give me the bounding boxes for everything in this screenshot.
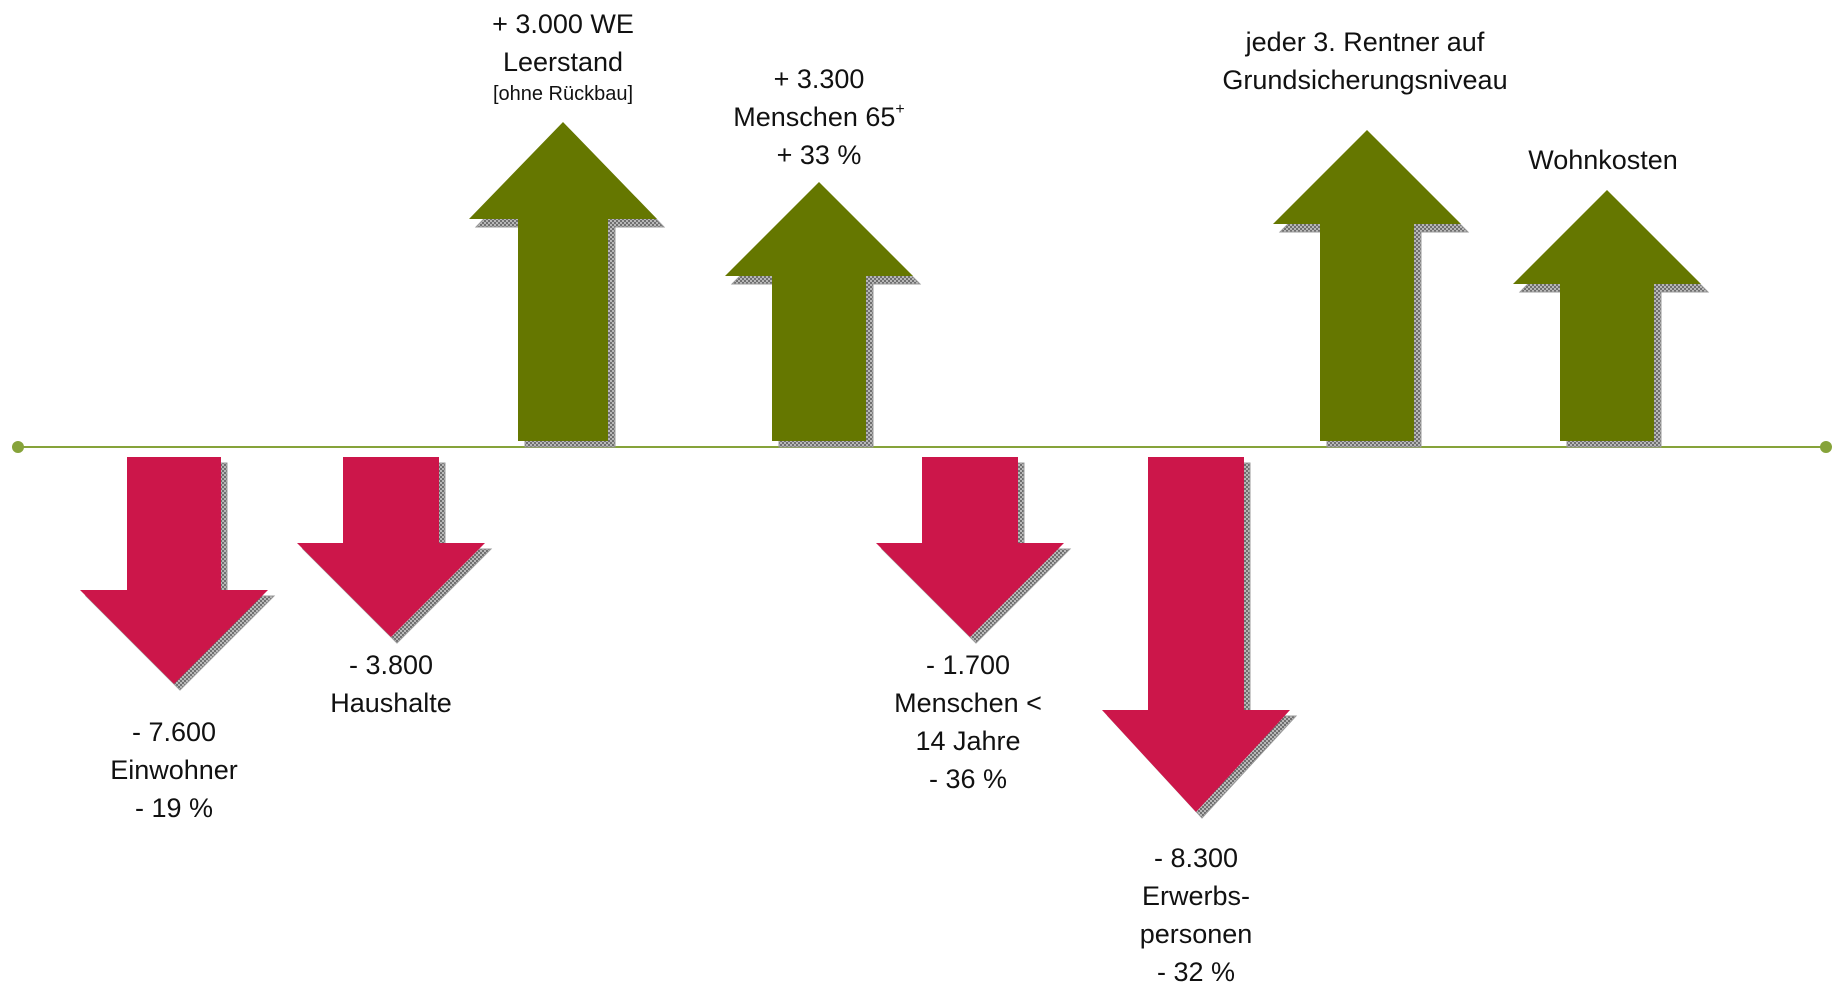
axis-end-dot — [1820, 441, 1832, 453]
arrow-leerstand — [469, 122, 657, 441]
label-rentner-line-2: Grundsicherungsniveau — [1222, 65, 1508, 95]
label-einwohner: - 7.600 Einwohner - 19 % — [110, 713, 238, 827]
label-erwerbspersonen-line-2: Erwerbs- — [1141, 881, 1250, 911]
label-erwerbspersonen-line-3: personen — [1139, 919, 1253, 949]
arrow-menschen-65 — [725, 182, 913, 441]
label-menschen-14-line-3: 14 Jahre — [915, 726, 1021, 756]
label-leerstand: + 3.000 WE Leerstand [ohne Rückbau] — [492, 5, 634, 107]
label-menschen-14: - 1.700 Menschen < 14 Jahre - 36 % — [894, 646, 1042, 798]
label-wohnkosten: Wohnkosten — [1528, 141, 1678, 179]
label-wohnkosten-line-1: Wohnkosten — [1528, 145, 1678, 175]
arrow-rentner — [1273, 130, 1461, 441]
label-menschen-65-line-2-wrap: Menschen 65+ — [733, 98, 904, 136]
label-erwerbspersonen: - 8.300 Erwerbs- personen - 32 % — [1140, 839, 1253, 991]
arrow-wohnkosten — [1513, 190, 1701, 441]
label-menschen-65: + 3.300 Menschen 65+ + 33 % — [733, 60, 904, 174]
label-menschen-14-line-2: Menschen < — [894, 688, 1042, 718]
label-einwohner-line-2: Einwohner — [110, 755, 238, 785]
label-menschen-14-line-1: - 1.700 — [925, 650, 1011, 680]
label-leerstand-note: [ohne Rückbau] — [492, 83, 634, 105]
label-haushalte: - 3.800 Haushalte — [330, 646, 452, 722]
label-menschen-65-line-2: Menschen 65 — [733, 102, 896, 132]
label-einwohner-line-1: - 7.600 — [131, 717, 217, 747]
label-haushalte-line-1: - 3.800 — [348, 650, 434, 680]
arrow-einwohner — [80, 457, 268, 684]
arrow-haushalte — [297, 457, 485, 637]
label-menschen-65-superscript: + — [895, 101, 905, 118]
arrow-erwerbspersonen — [1102, 457, 1290, 812]
label-haushalte-line-2: Haushalte — [330, 688, 452, 718]
label-leerstand-line-1: + 3.000 WE — [492, 9, 634, 39]
label-rentner-line-1: jeder 3. Rentner auf — [1245, 27, 1485, 57]
label-rentner: jeder 3. Rentner auf Grundsicherungsnive… — [1222, 23, 1507, 99]
label-erwerbspersonen-line-4: - 32 % — [1156, 957, 1236, 987]
label-menschen-65-line-1: + 3.300 — [773, 64, 865, 94]
label-einwohner-line-3: - 19 % — [134, 793, 214, 823]
axis-start-dot — [12, 441, 24, 453]
label-menschen-65-line-3: + 33 % — [776, 140, 862, 170]
arrow-menschen-14 — [876, 457, 1064, 637]
label-erwerbspersonen-line-1: - 8.300 — [1153, 843, 1239, 873]
label-leerstand-line-2: Leerstand — [502, 47, 624, 77]
label-menschen-14-line-4: - 36 % — [928, 764, 1008, 794]
